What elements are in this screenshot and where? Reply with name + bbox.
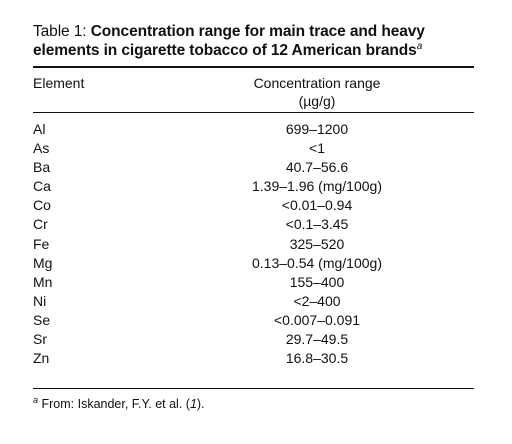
range-cell: 0.13–0.54 (mg/100g) — [252, 254, 382, 271]
footnote-text-end: ). — [196, 397, 205, 411]
range-cell: <0.01–0.94 — [281, 197, 353, 214]
table-row: Sr 29.7–49.5 — [0, 330, 512, 349]
element-cell: Co — [33, 197, 51, 214]
table-row: Ca 1.39–1.96 (mg/100g) — [0, 177, 512, 196]
header-element: Element — [33, 75, 85, 91]
element-cell: Se — [33, 311, 51, 328]
table-row: Fe 325–520 — [0, 235, 512, 254]
header-range-label: Concentration range — [253, 75, 381, 91]
element-cell: Ni — [33, 292, 47, 309]
range-cell: <0.1–3.45 — [285, 216, 349, 233]
element-cell: Fe — [33, 235, 50, 252]
range-cell: 29.7–49.5 — [285, 331, 349, 348]
table-row: Al 699–1200 — [0, 120, 512, 139]
range-cell: 155–400 — [289, 273, 345, 290]
header-range-unit: (µg/g) — [298, 93, 336, 109]
table-caption: Table 1: Concentration range for main tr… — [33, 22, 483, 60]
element-cell: Al — [33, 121, 46, 137]
table-row: Zn 16.8–30.5 — [0, 349, 512, 368]
header-concentration-range: Concentration range (µg/g) — [200, 74, 434, 110]
footnote-mark: a — [33, 395, 39, 405]
range-cell: 325–520 — [289, 235, 345, 252]
range-cell: <1 — [309, 140, 325, 157]
table-row: Mn 155–400 — [0, 273, 512, 292]
footnote-text: From: Iskander, F.Y. et al. ( — [41, 397, 190, 411]
table-row: Mg 0.13–0.54 (mg/100g) — [0, 254, 512, 273]
range-cell: 16.8–30.5 — [285, 350, 349, 367]
table-row: Se <0.007–0.091 — [0, 311, 512, 330]
table-row: Cr <0.1–3.45 — [0, 215, 512, 234]
element-cell: Ba — [33, 159, 51, 176]
range-cell: <2–400 — [293, 292, 341, 309]
table-footnote: a From: Iskander, F.Y. et al. (1). — [33, 396, 205, 412]
table-number: Table 1: — [33, 23, 87, 40]
range-cell: <0.007–0.091 — [273, 311, 361, 328]
caption-footnote-mark: a — [416, 41, 423, 52]
bottom-rule — [33, 388, 474, 389]
table-row: Ni <2–400 — [0, 292, 512, 311]
range-cell: 699–1200 — [285, 121, 349, 137]
table-row: As <1 — [0, 139, 512, 158]
range-cell: 40.7–56.6 — [285, 159, 349, 176]
element-cell: Ca — [33, 178, 51, 195]
footnote-reference: 1 — [189, 397, 197, 411]
table-row: Ba 40.7–56.6 — [0, 158, 512, 177]
element-cell: Zn — [33, 350, 50, 367]
table-body: Al 699–1200 As <1 Ba 40.7–56.6 Ca 1.39–1.96 (mg… — [0, 120, 512, 368]
element-cell: Mn — [33, 273, 53, 290]
element-cell: Cr — [33, 216, 48, 233]
table-title: Concentration range for main trace and h… — [33, 23, 425, 59]
top-rule — [33, 66, 474, 68]
table-row: Co <0.01–0.94 — [0, 196, 512, 215]
element-cell: Mg — [33, 254, 53, 271]
header-rule — [33, 112, 474, 113]
element-cell: Sr — [33, 331, 47, 348]
range-cell: 1.39–1.96 (mg/100g) — [252, 178, 382, 195]
element-cell: As — [33, 140, 50, 157]
